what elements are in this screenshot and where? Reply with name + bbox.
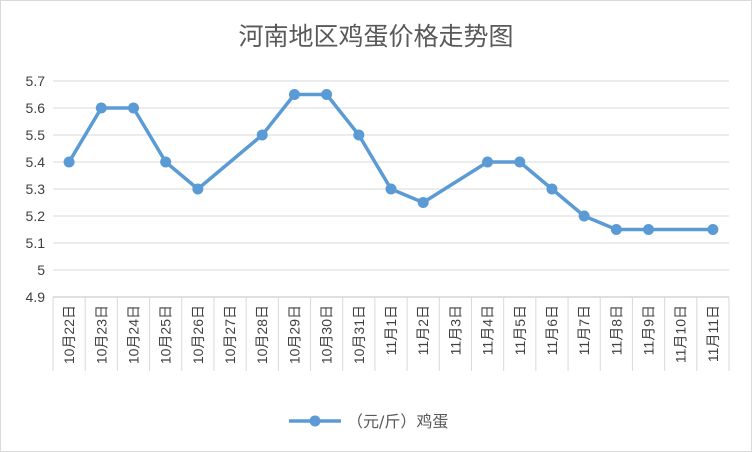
chart-title: 河南地区鸡蛋价格走势图 xyxy=(238,22,513,51)
data-point xyxy=(643,224,655,235)
legend: （元/斤）鸡蛋 xyxy=(289,412,448,431)
x-axis xyxy=(52,296,730,371)
data-point xyxy=(353,129,365,141)
x-tick-label: 10月26日 xyxy=(190,305,206,364)
series-line xyxy=(67,92,713,232)
y-tick-label: 4.9 xyxy=(26,289,46,305)
data-point xyxy=(95,102,107,114)
x-tick-label: 11月9日 xyxy=(641,305,657,355)
data-point xyxy=(578,210,590,222)
y-tick-label: 5.6 xyxy=(26,100,46,116)
data-point xyxy=(482,156,494,168)
series-layer xyxy=(63,89,719,235)
data-point xyxy=(160,156,172,168)
data-point xyxy=(192,183,204,195)
y-tick-label: 5.4 xyxy=(26,154,46,170)
x-tick-label: 10月23日 xyxy=(93,305,109,364)
x-tick-label: 10月31日 xyxy=(351,305,367,364)
data-point xyxy=(63,156,75,168)
y-tick-label: 5.3 xyxy=(26,181,46,197)
x-tick-label: 11月2日 xyxy=(415,305,431,355)
data-point xyxy=(610,224,622,235)
data-point xyxy=(288,89,300,100)
legend-marker xyxy=(309,415,321,427)
y-tick-label: 5.1 xyxy=(26,235,46,251)
data-point xyxy=(546,183,558,195)
x-tick-label: 10月24日 xyxy=(125,305,141,364)
x-tick-label: 10月27日 xyxy=(222,305,238,364)
x-tick-label: 10月22日 xyxy=(61,305,77,364)
data-point xyxy=(514,156,526,168)
y-tick-label: 5.5 xyxy=(26,127,46,143)
legend-label: （元/斤）鸡蛋 xyxy=(347,412,448,431)
x-tick-label: 11月7日 xyxy=(576,305,592,355)
x-tick-label: 10月25日 xyxy=(158,305,174,364)
data-point xyxy=(385,183,397,195)
data-point xyxy=(321,89,333,100)
y-tick-label: 5.2 xyxy=(26,208,46,224)
x-tick-label: 11月4日 xyxy=(480,305,496,355)
data-point xyxy=(256,129,268,141)
x-tick-label: 11月8日 xyxy=(608,305,624,355)
x-axis-ticks: 10月22日 10月23日 10月24日 10月25日 10月26日 10月27日 10月2… xyxy=(61,305,721,364)
x-tick-label: 11月6日 xyxy=(544,305,560,355)
data-point xyxy=(127,102,139,114)
x-tick-label: 11月5日 xyxy=(512,305,528,355)
gridlines xyxy=(53,80,729,271)
data-point xyxy=(707,224,719,235)
y-axis-ticks: 4.9 5 5.1 5.2 5.3 5.4 5.5 5.6 5.7 xyxy=(26,73,46,305)
data-point xyxy=(417,197,429,208)
x-tick-label: 11月1日 xyxy=(383,305,399,355)
x-tick-label: 11月10日 xyxy=(673,305,689,363)
x-tick-label: 10月29日 xyxy=(286,305,302,364)
y-tick-label: 5 xyxy=(37,262,45,278)
x-tick-label: 11月3日 xyxy=(447,305,463,355)
x-tick-label: 11月11日 xyxy=(705,305,721,362)
y-tick-label: 5.7 xyxy=(26,73,46,89)
x-tick-label: 10月30日 xyxy=(319,305,335,364)
x-tick-label: 10月28日 xyxy=(254,305,270,364)
